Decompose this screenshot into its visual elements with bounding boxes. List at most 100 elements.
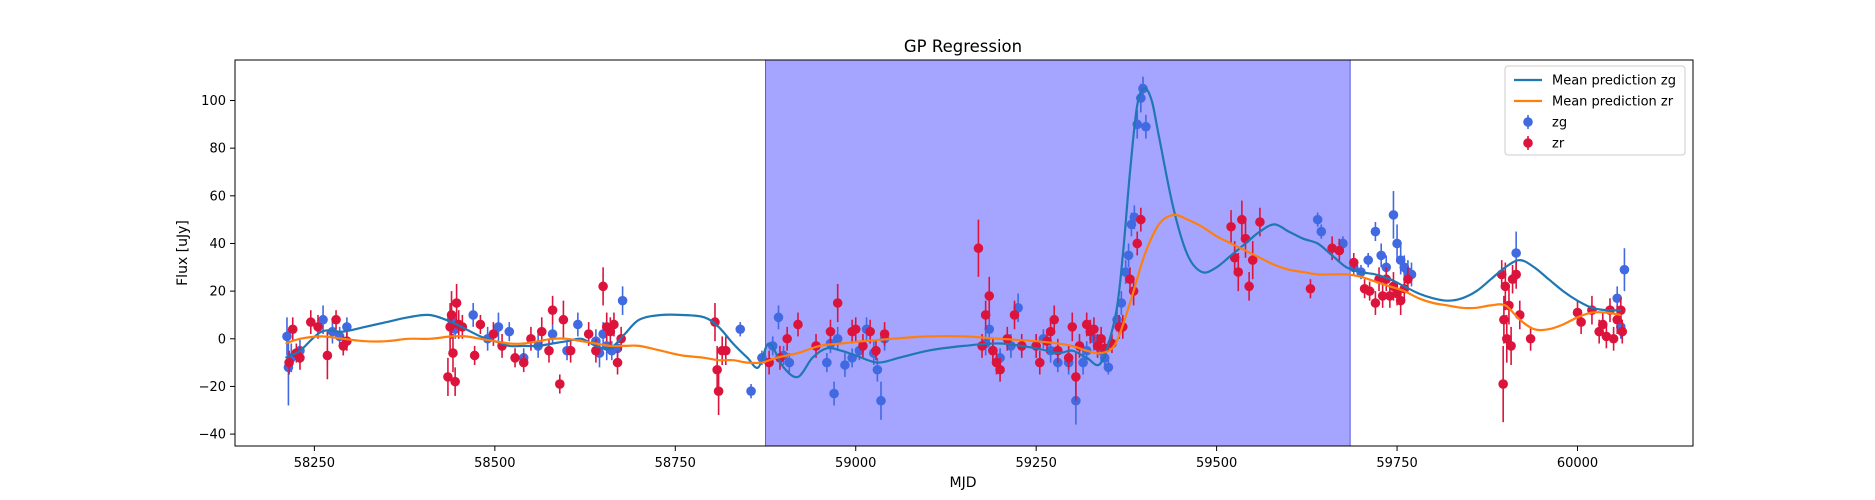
zg-point	[822, 357, 832, 368]
zr-point	[469, 350, 480, 361]
zr-point	[879, 329, 890, 339]
chart-title: GP Regression	[904, 37, 1022, 56]
zg-point	[1388, 210, 1399, 220]
zg-point	[1123, 250, 1134, 261]
plot-area	[234, 59, 1694, 447]
x-tick-label: 58750	[655, 456, 696, 471]
legend-label: Mean prediction zr	[1552, 95, 1674, 110]
zr-point	[1370, 298, 1381, 308]
zr-point	[518, 357, 529, 368]
zr-point	[991, 357, 1002, 368]
zg-point	[872, 364, 883, 375]
zg-point	[1612, 293, 1623, 304]
x-tick-label: 59750	[1376, 456, 1417, 471]
y-tick-label: 60	[209, 189, 226, 204]
zg-point	[547, 329, 558, 339]
zr-point	[1334, 245, 1345, 256]
y-axis: −40 −20 0 20 40 60 80 100	[199, 94, 235, 443]
zg-point	[1312, 214, 1323, 225]
x-tick-label: 58500	[474, 456, 515, 471]
zg-point	[342, 322, 352, 332]
zg-point	[598, 329, 608, 339]
x-axis: 58250 58500 58750 59000 59250 59500 59750 60000	[294, 446, 1598, 471]
zr-point	[850, 324, 861, 335]
zr-point	[1045, 326, 1056, 337]
legend-label: zg	[1552, 116, 1567, 131]
zr-point	[488, 329, 499, 339]
zr-point	[1616, 305, 1626, 315]
zg-point	[784, 357, 795, 368]
zr-point	[1511, 269, 1521, 280]
y-axis-label: Flux [uJy]	[175, 220, 191, 286]
zr-point	[445, 322, 455, 332]
zr-point	[712, 364, 722, 375]
x-axis-label: MJD	[950, 475, 977, 491]
zg-point	[773, 312, 784, 323]
zg-point	[984, 324, 995, 335]
zr-point	[1504, 300, 1514, 311]
zr-point	[322, 350, 333, 361]
zg-point	[573, 319, 583, 330]
zr-point	[977, 341, 987, 351]
y-tick-label: −20	[199, 380, 226, 395]
zr-point	[1348, 257, 1359, 268]
legend-marker-swatch	[1523, 138, 1533, 148]
zr-point	[1525, 333, 1536, 344]
zg-point	[1141, 121, 1151, 132]
zr-point	[1612, 314, 1623, 325]
zr-point	[1403, 274, 1413, 285]
zg-point	[468, 310, 478, 320]
zr-point	[565, 345, 576, 356]
zr-point	[1576, 317, 1586, 327]
zr-point	[1081, 319, 1092, 330]
zr-point	[713, 386, 724, 396]
zg-point	[282, 331, 292, 342]
zr-point	[1233, 267, 1244, 277]
zr-point	[1034, 357, 1045, 368]
y-tick-label: −40	[199, 428, 226, 443]
zr-point	[1092, 341, 1103, 351]
mean-prediction-zr-line	[285, 213, 1621, 365]
zr-point	[547, 305, 558, 315]
zr-point	[605, 326, 616, 337]
zr-point	[1506, 341, 1516, 351]
zr-point	[1237, 214, 1247, 225]
legend-label: zr	[1552, 137, 1565, 152]
zr-point	[1597, 319, 1608, 330]
zr-point	[558, 314, 569, 325]
zg-point	[1619, 264, 1630, 275]
zr-point	[1601, 331, 1612, 342]
zg-point	[1120, 267, 1131, 277]
zr-point	[1089, 324, 1099, 335]
x-tick-label: 59000	[835, 456, 876, 471]
zr-point	[1136, 214, 1146, 225]
x-tick-label: 60000	[1557, 456, 1598, 471]
zr-point	[1226, 221, 1236, 232]
zg-point	[1395, 255, 1406, 265]
zg-point	[840, 360, 850, 370]
zr-point	[451, 298, 462, 308]
zr-point	[973, 243, 984, 254]
y-tick-label: 40	[209, 237, 226, 252]
zg-point	[829, 388, 839, 399]
zr-point	[1608, 333, 1619, 344]
zr-point	[1247, 255, 1258, 265]
zr-point	[555, 379, 565, 389]
zr-point	[865, 326, 875, 337]
zr-point	[536, 326, 547, 337]
zr-point	[1377, 291, 1388, 301]
mean-prediction-zg-line	[285, 87, 1621, 379]
zg-point	[735, 324, 746, 335]
zr-point	[1395, 295, 1406, 306]
zr-point	[331, 314, 341, 325]
x-tick-label: 58250	[294, 456, 335, 471]
zr-point	[591, 345, 601, 356]
zr-point	[1392, 288, 1402, 299]
legend-marker-swatch	[1523, 117, 1533, 127]
zr-point	[295, 353, 305, 363]
zr-point	[544, 345, 554, 356]
zr-point	[1255, 217, 1265, 227]
zr-point	[825, 326, 836, 337]
zg-point	[493, 322, 504, 332]
